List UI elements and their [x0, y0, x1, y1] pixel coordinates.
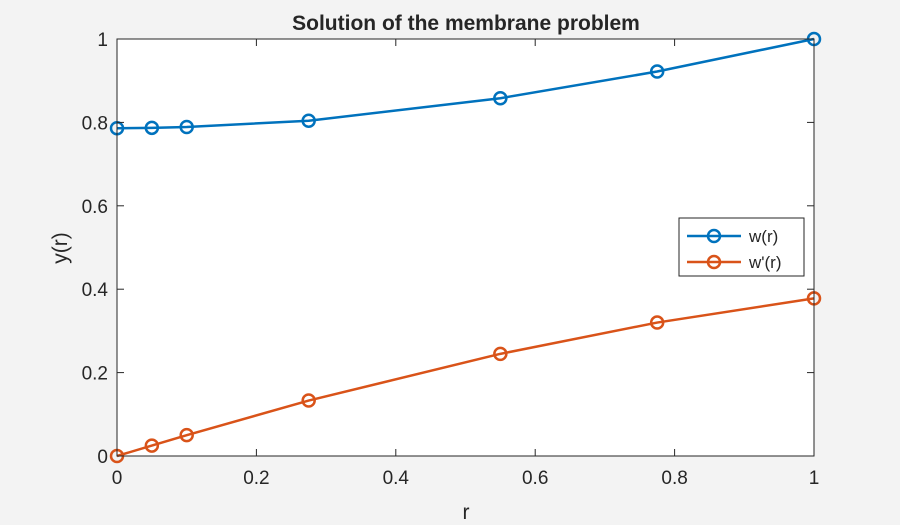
data-point	[649, 315, 665, 330]
y-tick-label: 0.2	[82, 364, 108, 385]
data-point	[179, 427, 194, 443]
y-tick-label: 0.4	[82, 280, 109, 301]
x-tick-label: 1	[809, 468, 820, 489]
legend-box	[678, 217, 805, 277]
y-tick-label: 0.8	[82, 113, 108, 134]
series-w-prime	[109, 291, 822, 464]
x-tick-label: 0.2	[243, 468, 269, 489]
plot-frame	[116, 38, 815, 457]
legend-entry-w-prime: w'(r)	[687, 253, 782, 272]
data-point	[179, 119, 194, 135]
x-tick-label: 0.4	[383, 468, 410, 489]
legend-label-w-prime: w'(r)	[748, 253, 782, 272]
legend-label-w: w(r)	[748, 227, 778, 246]
legend-marker-w	[706, 228, 722, 244]
x-axis-label: r	[463, 501, 470, 524]
data-point	[301, 113, 316, 128]
y-axis-label: y(r)	[49, 232, 72, 263]
ticks-layer: 0 0.2 0.4 0.6 0.8 1 0 0.2 0.4 0.6 0.8 1	[82, 30, 820, 489]
legend-entry-w: w(r)	[687, 227, 778, 246]
y-tick-label: 0	[97, 447, 108, 468]
data-point	[493, 346, 508, 362]
chart-title: Solution of the membrane problem	[292, 12, 640, 35]
x-tick-label: 0.8	[661, 468, 687, 489]
data-point	[144, 438, 160, 453]
y-tick-label: 1	[97, 30, 108, 51]
data-point	[301, 393, 316, 408]
series-line	[116, 297, 815, 458]
data-point	[649, 64, 665, 79]
x-tick-label: 0.6	[522, 468, 548, 489]
data-point	[144, 120, 160, 136]
data-point	[493, 90, 508, 106]
legend: w(r) w'(r)	[678, 217, 805, 277]
x-tick-label: 0	[112, 468, 123, 489]
series-line	[116, 37, 815, 130]
y-tick-label: 0.6	[82, 197, 108, 218]
legend-marker-w-prime	[706, 254, 722, 270]
